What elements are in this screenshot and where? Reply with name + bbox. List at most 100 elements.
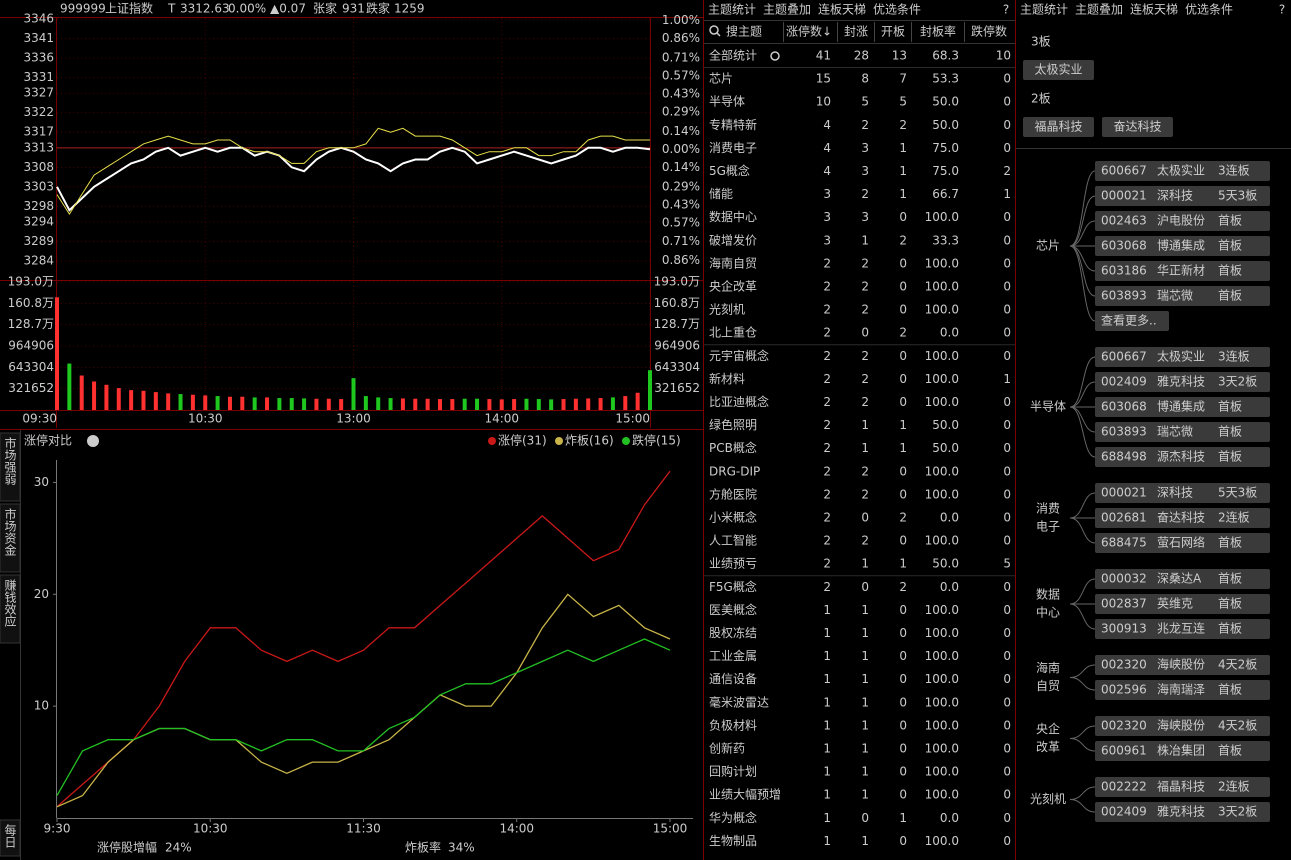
stock-chip[interactable] — [1095, 236, 1270, 256]
theme-name[interactable]: 破增发价 — [709, 232, 757, 247]
tab[interactable]: 主题统计 — [1020, 3, 1068, 17]
theme-name[interactable]: 储能 — [709, 186, 733, 201]
theme-name[interactable]: 数据中心 — [709, 209, 757, 224]
y2-tick-label: 0.57% — [662, 216, 700, 230]
column-header[interactable]: 跌停数 — [971, 24, 1007, 39]
tab[interactable]: 连板天梯 — [818, 2, 866, 17]
stock-chip[interactable] — [1095, 655, 1270, 675]
theme-cell: 3 — [861, 164, 869, 178]
theme-name[interactable]: PCB概念 — [709, 440, 757, 455]
stock-chip[interactable] — [1023, 60, 1094, 80]
theme-name[interactable]: 小米概念 — [709, 510, 757, 525]
theme-cell: 2 — [861, 187, 869, 201]
stock-chip[interactable] — [1095, 397, 1270, 417]
theme-name[interactable]: 工业金属 — [709, 648, 757, 663]
stock-chip[interactable] — [1095, 680, 1270, 700]
tab[interactable]: 优选条件 — [873, 3, 921, 17]
theme-name[interactable]: F5G概念 — [709, 579, 757, 594]
theme-name[interactable]: 央企改革 — [709, 279, 757, 294]
column-header[interactable]: 封板率 — [920, 24, 956, 39]
theme-name[interactable]: 半导体 — [709, 95, 745, 109]
stock-chip[interactable] — [1095, 422, 1270, 442]
theme-name[interactable]: 股权冻结 — [709, 625, 757, 640]
more-chip[interactable] — [1095, 311, 1169, 331]
theme-name[interactable]: DRG-DIP — [709, 464, 760, 478]
tab[interactable]: 主题叠加 — [1075, 3, 1123, 17]
more-link[interactable]: 查看更多.. — [1101, 314, 1157, 328]
stock-chip[interactable] — [1095, 594, 1270, 614]
stock-code: 603068 — [1101, 400, 1147, 414]
stock-chip[interactable] — [1095, 286, 1270, 306]
tab[interactable]: 优选条件 — [1185, 3, 1233, 17]
theme-name[interactable]: 业绩大幅预增 — [709, 787, 781, 802]
stock-board: 4天2板 — [1218, 719, 1257, 733]
stock-chip[interactable] — [1095, 508, 1270, 528]
column-header[interactable]: 涨停数↓ — [786, 24, 832, 39]
theme-cell: 2 — [861, 534, 869, 548]
stock-chip[interactable] — [1095, 447, 1270, 467]
tree-connector — [1069, 245, 1096, 322]
theme-name[interactable]: 毫米波雷达 — [709, 694, 769, 709]
stock-chip[interactable] — [1095, 533, 1270, 553]
search-label[interactable]: 搜主题 — [726, 24, 762, 39]
stock-chip[interactable] — [1102, 117, 1173, 137]
theme-cell: 2 — [823, 511, 831, 525]
stock-chip[interactable] — [1095, 261, 1270, 281]
theme-name[interactable]: 负极材料 — [709, 718, 757, 732]
theme-name[interactable]: 元宇宙概念 — [709, 348, 769, 363]
theme-name[interactable]: 生物制品 — [709, 834, 757, 848]
stock-chip[interactable] — [1095, 716, 1270, 736]
theme-name[interactable]: 芯片 — [709, 72, 733, 86]
theme-cell: 7 — [899, 72, 907, 86]
stock-chip[interactable] — [1095, 619, 1270, 639]
theme-name[interactable]: 专精特新 — [709, 117, 757, 132]
level-label: 3板 — [1031, 35, 1051, 49]
y-tick-label: 3331 — [23, 70, 54, 84]
theme-name[interactable]: 5G概念 — [709, 163, 750, 178]
stock-chip[interactable] — [1095, 347, 1270, 367]
stock-chip[interactable] — [1095, 777, 1270, 797]
column-header[interactable]: 封涨 — [844, 24, 868, 39]
theme-name[interactable]: 回购计划 — [709, 764, 757, 779]
stock-name: 福晶科技 — [1034, 119, 1082, 134]
stock-chip[interactable] — [1023, 117, 1094, 137]
theme-name[interactable]: 人工智能 — [709, 533, 757, 548]
tab[interactable]: 连板天梯 — [1130, 2, 1178, 17]
theme-cell: 1 — [899, 141, 907, 155]
theme-name[interactable]: 比亚迪概念 — [709, 394, 769, 409]
column-header[interactable]: 开板 — [881, 25, 905, 39]
stock-chip[interactable] — [1095, 569, 1270, 589]
tab[interactable]: 主题统计 — [708, 3, 756, 17]
theme-name[interactable]: 医美概念 — [709, 602, 757, 617]
stock-chip[interactable] — [1095, 211, 1270, 231]
theme-name[interactable]: 方舱医院 — [709, 486, 757, 501]
stock-chip[interactable] — [1095, 741, 1270, 761]
theme-cell: 1 — [823, 695, 831, 709]
x-tick-label: 15:00 — [653, 822, 688, 836]
theme-cell: 1 — [861, 742, 869, 756]
stock-chip[interactable] — [1095, 483, 1270, 503]
tree-connector — [1069, 356, 1096, 408]
stock-chip[interactable] — [1095, 161, 1270, 181]
theme-name[interactable]: 海南自贸 — [709, 255, 757, 270]
stock-name: 深桑达A — [1157, 572, 1202, 586]
stock-chip[interactable] — [1095, 802, 1270, 822]
theme-name[interactable]: 创新药 — [709, 741, 745, 756]
theme-name[interactable]: 全部统计 — [709, 48, 757, 63]
theme-name[interactable]: 消费电子 — [709, 141, 757, 155]
theme-name[interactable]: 光刻机 — [709, 303, 745, 317]
theme-name[interactable]: 华为概念 — [709, 810, 757, 825]
theme-name[interactable]: 通信设备 — [709, 672, 757, 686]
stock-board: 2连板 — [1218, 510, 1250, 525]
stock-chip[interactable] — [1095, 372, 1270, 392]
theme-cell: 2 — [861, 303, 869, 317]
theme-name[interactable]: 业绩预亏 — [709, 557, 757, 571]
theme-name[interactable]: 北上重仓 — [709, 326, 757, 340]
theme-cell: 1 — [899, 811, 907, 825]
stock-chip[interactable] — [1095, 186, 1270, 206]
theme-name[interactable]: 新材料 — [709, 371, 745, 386]
volume-bar — [289, 398, 294, 410]
theme-name[interactable]: 绿色照明 — [709, 417, 757, 432]
info-icon[interactable] — [87, 435, 99, 447]
tab[interactable]: 主题叠加 — [763, 3, 811, 17]
